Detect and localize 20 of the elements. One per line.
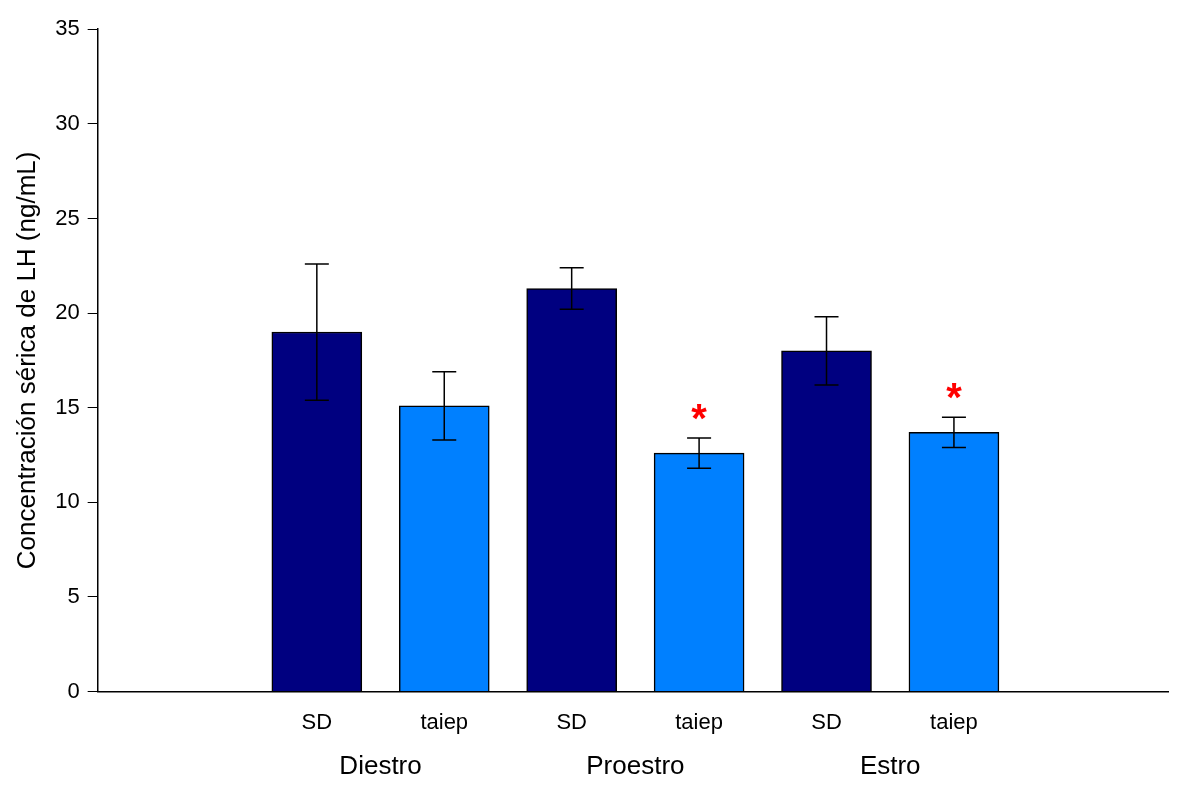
x-tick-label: taiep [930,708,978,734]
data-label: * [946,375,963,420]
x-tick-label: SD [556,708,587,734]
data-label: * [691,396,708,440]
y-tick-label: 15 [55,393,80,419]
y-axis-title: Concentración sérica de LH (ng/mL) [10,151,41,570]
text: Proestro [586,749,685,780]
x-tick-label: SD [811,708,842,734]
x-tick-label: taiep [675,708,723,734]
y-tick-label: 0 [67,677,80,703]
y-tick-label: 35 [55,15,80,41]
y-tick-label: 25 [55,204,80,230]
y-tick-label: 10 [55,488,80,514]
x-tick-label: SD [301,708,333,734]
x-tick-label: taiep [420,708,469,734]
y-tick-label: 30 [55,109,80,135]
text: Diestro [339,749,422,780]
text: Estro [859,749,921,780]
y-tick-label: 20 [55,299,80,325]
y-tick-label: 5 [67,583,80,609]
